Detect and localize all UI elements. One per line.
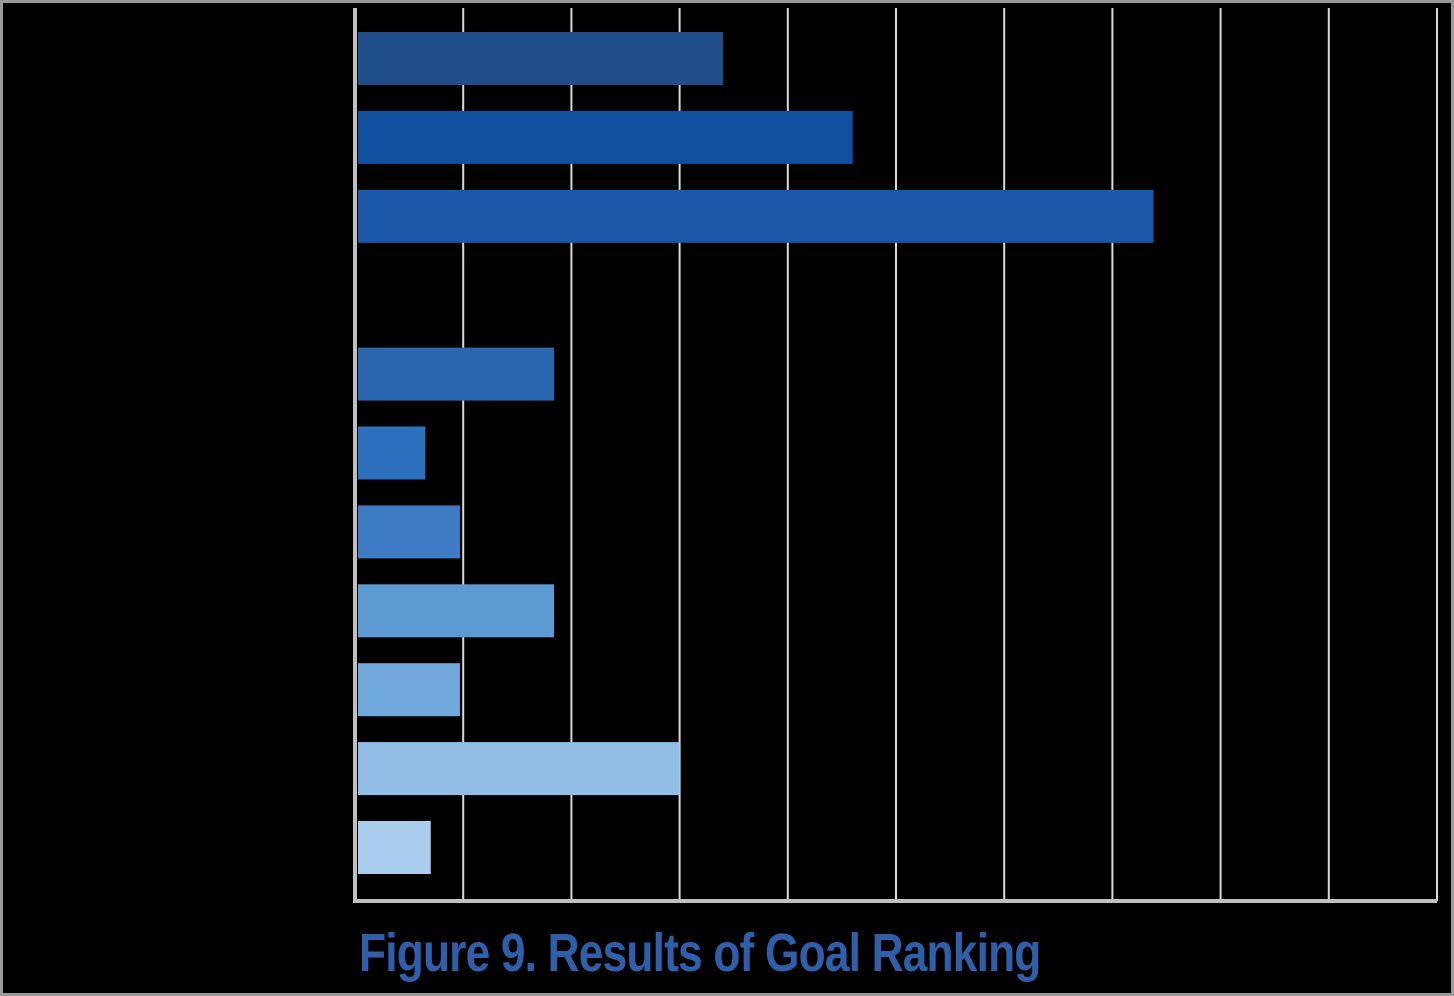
bar-8: [358, 584, 555, 638]
bar-5: [358, 347, 555, 401]
bar-10: [358, 742, 680, 796]
bar-6: [358, 426, 426, 480]
bar-7: [358, 505, 460, 559]
bars: [358, 32, 1154, 874]
bar-11: [358, 821, 431, 874]
bar-2: [358, 110, 853, 164]
bar-chart: [353, 8, 1438, 903]
bar-1: [358, 32, 723, 85]
bar-9: [358, 663, 460, 717]
figure-caption: Figure 9. Results of Goal Ranking: [359, 923, 1041, 983]
bar-3: [358, 189, 1154, 243]
axes: [353, 8, 1437, 903]
